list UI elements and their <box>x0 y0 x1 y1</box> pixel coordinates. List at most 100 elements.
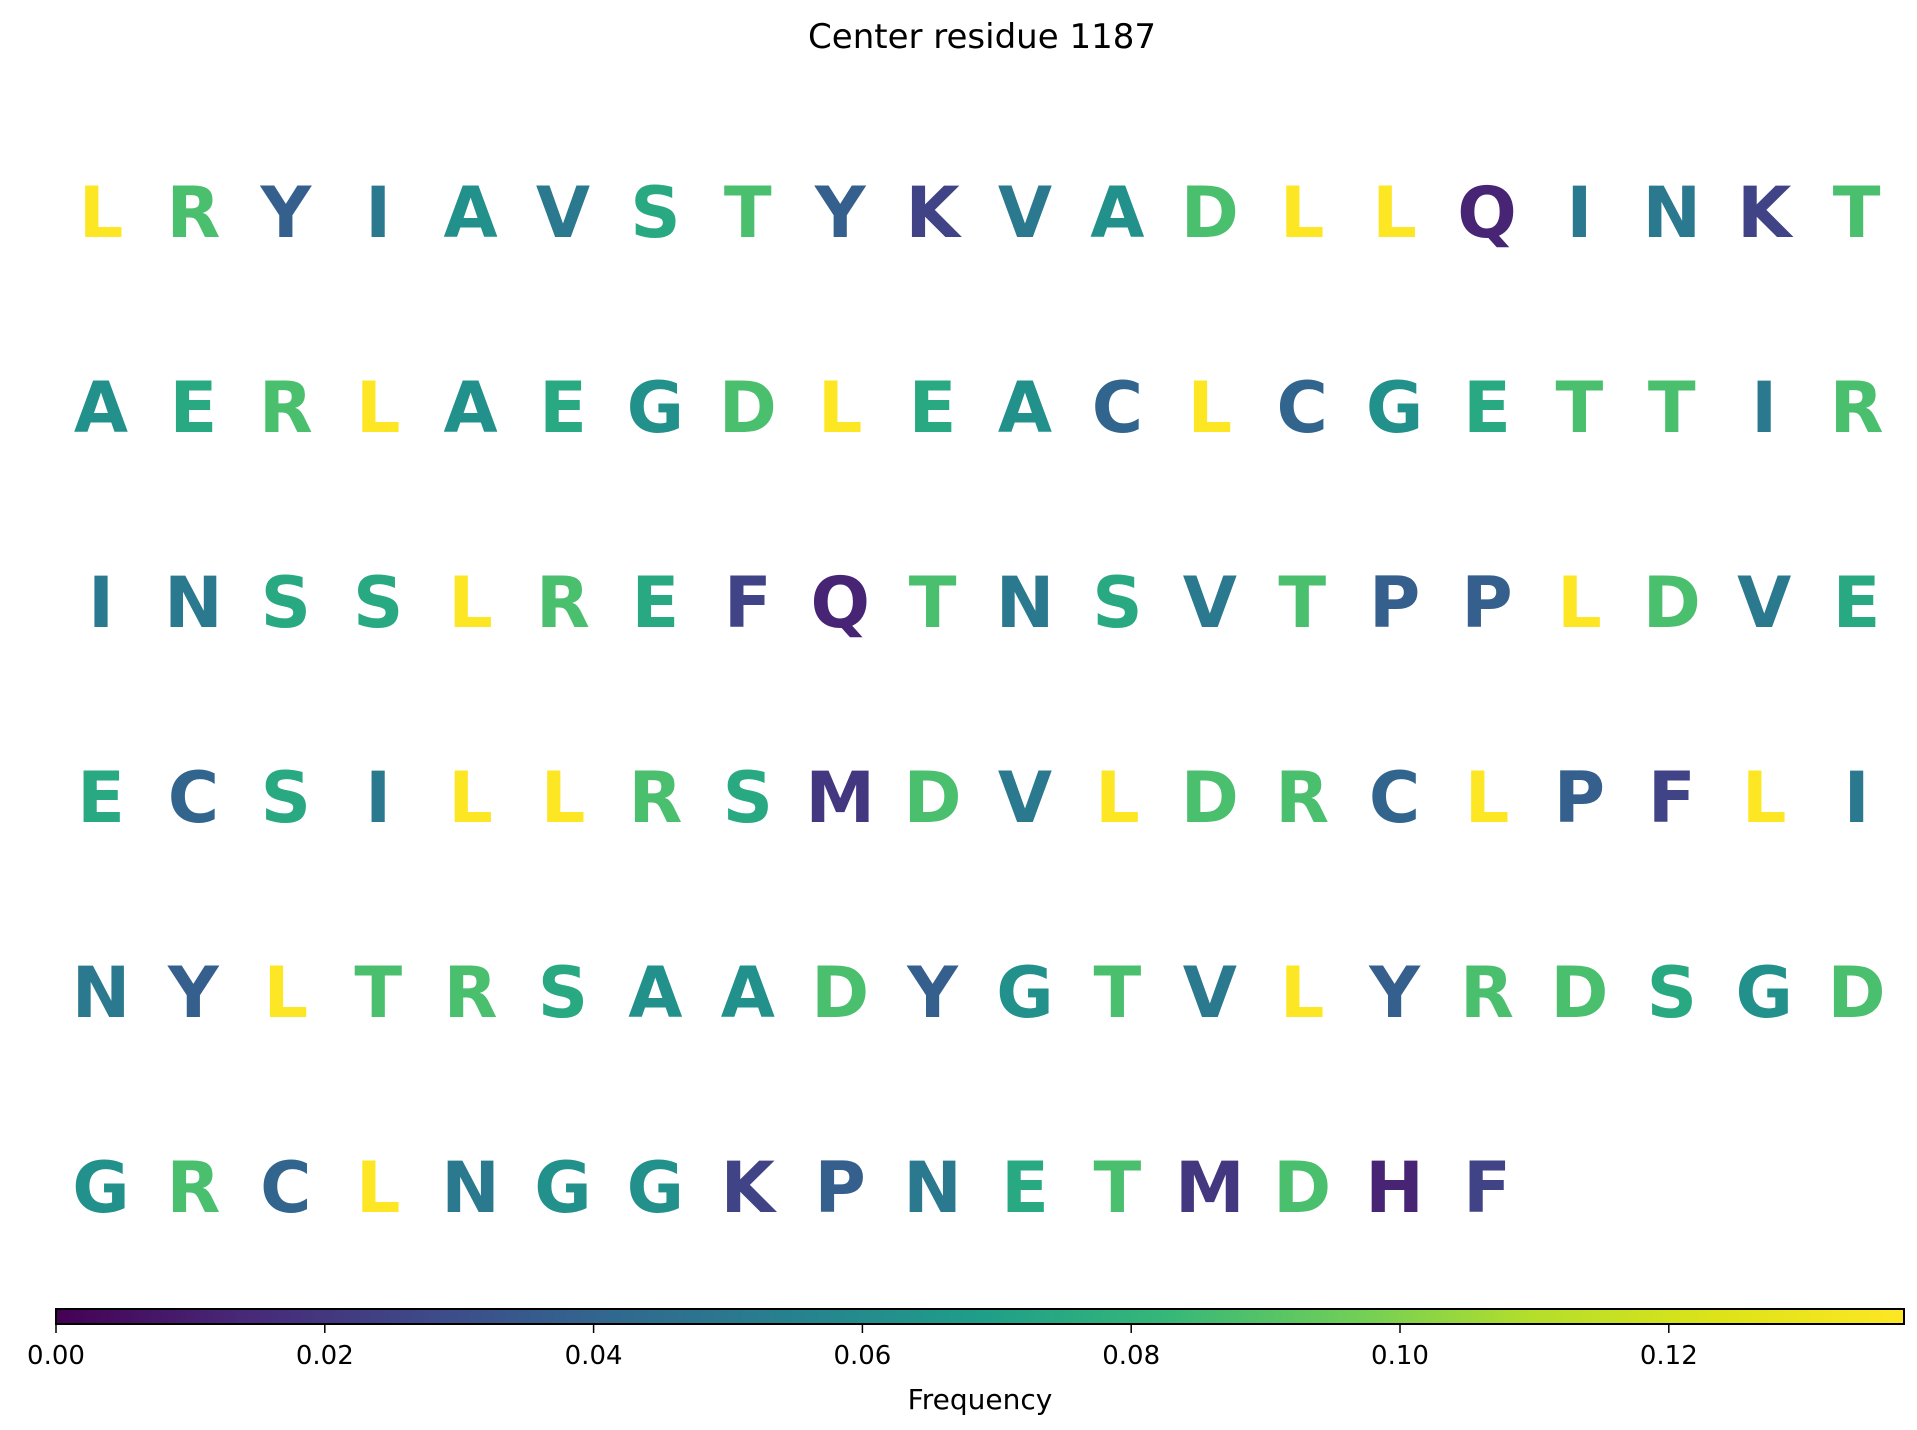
residue-letter: I <box>365 172 391 254</box>
residue-letter: N <box>903 1147 962 1229</box>
residue-letter: Q <box>810 562 870 644</box>
residue-letter: D <box>904 757 962 839</box>
residue-letter: V <box>536 172 590 254</box>
residue-letter: R <box>1460 952 1514 1034</box>
residue-letter: D <box>811 952 869 1034</box>
residue-letter: A <box>444 172 498 254</box>
residue-letter: H <box>1365 1147 1424 1229</box>
residue-letter: T <box>1278 562 1326 644</box>
residue-letter: D <box>719 367 777 449</box>
residue-letter: T <box>1556 367 1604 449</box>
residue-letter: L <box>356 367 401 449</box>
residue-letter: S <box>723 757 773 839</box>
residue-letter: I <box>88 562 114 644</box>
residue-letter: G <box>627 367 684 449</box>
residue-letter: G <box>627 1147 684 1229</box>
residue-letter: Q <box>1457 172 1517 254</box>
residue-letter: L <box>79 172 124 254</box>
residue-letter: G <box>534 1147 591 1229</box>
residue-letter: K <box>1737 172 1794 254</box>
residue-letter: V <box>998 172 1052 254</box>
residue-letter: P <box>815 1147 866 1229</box>
residue-letter: R <box>536 562 590 644</box>
residue-letter: R <box>1830 367 1884 449</box>
residue-letter: V <box>998 757 1052 839</box>
residue-letter: L <box>1187 367 1232 449</box>
residue-letter: N <box>72 952 131 1034</box>
residue-letter: T <box>724 172 772 254</box>
residue-letter: E <box>631 562 679 644</box>
residue-letter: G <box>996 952 1053 1034</box>
residue-letter: L <box>1280 952 1325 1034</box>
residue-letter: S <box>261 562 311 644</box>
residue-letter: P <box>1369 562 1420 644</box>
residue-letter: R <box>166 172 220 254</box>
residue-letter: R <box>259 367 313 449</box>
residue-letter: C <box>1277 367 1328 449</box>
residue-letter: L <box>541 757 586 839</box>
residue-letter: A <box>721 952 775 1034</box>
residue-letter: T <box>354 952 402 1034</box>
colorbar-tick-label: 0.02 <box>296 1341 354 1371</box>
colorbar: 0.00 0.02 0.04 0.06 0.08 0.10 0.12 <box>27 1308 1905 1371</box>
residue-letter: L <box>1742 757 1787 839</box>
residue-letter: V <box>1737 562 1791 644</box>
residue-letter: V <box>1183 562 1237 644</box>
colorbar-tick-label: 0.06 <box>833 1341 891 1371</box>
residue-letter: R <box>628 757 682 839</box>
residue-letter: R <box>444 952 498 1034</box>
residue-letter: L <box>1465 757 1510 839</box>
residue-letter: T <box>1094 1147 1142 1229</box>
residue-letter: R <box>1275 757 1329 839</box>
residue-letter: D <box>1181 172 1239 254</box>
residue-letter: F <box>1648 757 1696 839</box>
residue-letter: S <box>1647 952 1697 1034</box>
residue-letter: Y <box>167 952 220 1034</box>
residue-letter: L <box>1557 562 1602 644</box>
residue-letter: S <box>353 562 403 644</box>
colorbar-tick-label: 0.12 <box>1640 1341 1698 1371</box>
residue-letter: M <box>1175 1147 1245 1229</box>
residue-letter: R <box>166 1147 220 1229</box>
residue-letter: D <box>1828 952 1886 1034</box>
residue-letter: P <box>1554 757 1605 839</box>
residue-letter: D <box>1643 562 1701 644</box>
residue-letter: L <box>1372 172 1417 254</box>
residue-letter: T <box>1833 172 1881 254</box>
colorbar-tick-label: 0.04 <box>565 1341 623 1371</box>
residue-letter: S <box>1092 562 1142 644</box>
residue-letter: I <box>1844 757 1870 839</box>
colorbar-tick-label: 0.10 <box>1371 1341 1429 1371</box>
residue-letter: L <box>448 757 493 839</box>
residue-letter: Y <box>814 172 867 254</box>
residue-letter: C <box>1092 367 1143 449</box>
colorbar-tick-label: 0.00 <box>27 1341 85 1371</box>
residue-letter: L <box>448 562 493 644</box>
residue-letter: A <box>74 367 128 449</box>
residue-letter: S <box>630 172 680 254</box>
residue-letter: A <box>628 952 682 1034</box>
residue-letter: K <box>721 1147 778 1229</box>
residue-letter: Y <box>1368 952 1421 1034</box>
residue-letter: N <box>996 562 1055 644</box>
residue-letter: S <box>261 757 311 839</box>
residue-letter: T <box>1094 952 1142 1034</box>
colorbar-gradient <box>55 1308 1905 1325</box>
residue-letter: D <box>1181 757 1239 839</box>
residue-letter: N <box>441 1147 500 1229</box>
residue-letter: V <box>1183 952 1237 1034</box>
residue-letter: E <box>1833 562 1881 644</box>
residue-letter: L <box>818 367 863 449</box>
colorbar-ticks: 0.00 0.02 0.04 0.06 0.08 0.10 0.12 <box>27 1324 1698 1371</box>
residue-letter: Y <box>906 952 959 1034</box>
residue-grid: L R Y I A V S T Y K V A D L L Q I N K TA E R L A E G D L E A C L C G E T T I R… <box>72 172 1886 1229</box>
residue-letter: L <box>1095 757 1140 839</box>
residue-letter: K <box>905 172 962 254</box>
colorbar-label: Frequency <box>908 1383 1053 1416</box>
residue-letter: G <box>1735 952 1792 1034</box>
residue-letter: G <box>72 1147 129 1229</box>
residue-letter: L <box>1280 172 1325 254</box>
residue-letter: L <box>356 1147 401 1229</box>
residue-letter: C <box>260 1147 311 1229</box>
